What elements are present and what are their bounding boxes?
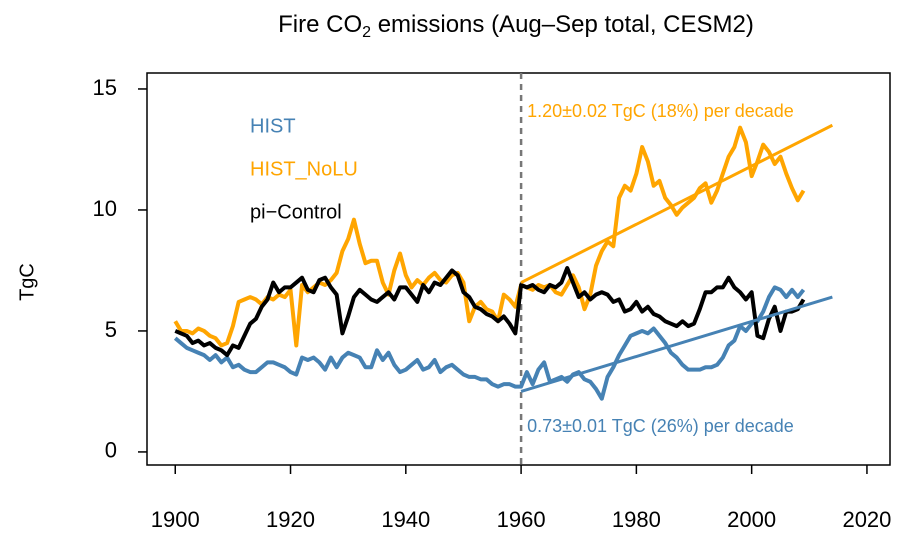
title-part: Fire CO	[278, 11, 362, 38]
x-tick-label: 1960	[497, 507, 546, 532]
trend-label: 1.20±0.02 TgC (18%) per decade	[527, 101, 794, 121]
plot-frame	[146, 72, 891, 466]
trend-label: 0.73±0.01 TgC (26%) per decade	[527, 416, 794, 436]
series-line	[173, 285, 806, 401]
trend-line	[520, 295, 833, 393]
legend-entry: pi−Control	[250, 201, 342, 223]
series-line	[173, 125, 806, 348]
chart-title: Fire CO2 emissions (Aug–Sep total, CESM2…	[278, 11, 754, 41]
x-tick-label: 2020	[842, 507, 891, 532]
x-tick-label: 1920	[266, 507, 315, 532]
y-tick-label: 10	[93, 196, 117, 221]
series-line	[174, 266, 806, 358]
title-subscript: 2	[362, 24, 371, 41]
y-tick-label: 15	[93, 75, 117, 100]
legend-entry: HIST_NoLU	[250, 158, 358, 180]
x-tick-label: 1980	[612, 507, 661, 532]
x-tick-label: 1940	[381, 507, 430, 532]
y-tick-label: 5	[105, 317, 117, 342]
y-axis-label: TgC	[16, 263, 38, 301]
y-tick-label: 0	[105, 438, 117, 463]
x-tick-label: 2000	[727, 507, 776, 532]
legend-entry: HIST	[250, 115, 296, 137]
x-tick-label: 1900	[151, 507, 200, 532]
title-part: emissions (Aug–Sep total, CESM2)	[371, 11, 754, 38]
trend-line	[520, 123, 834, 284]
